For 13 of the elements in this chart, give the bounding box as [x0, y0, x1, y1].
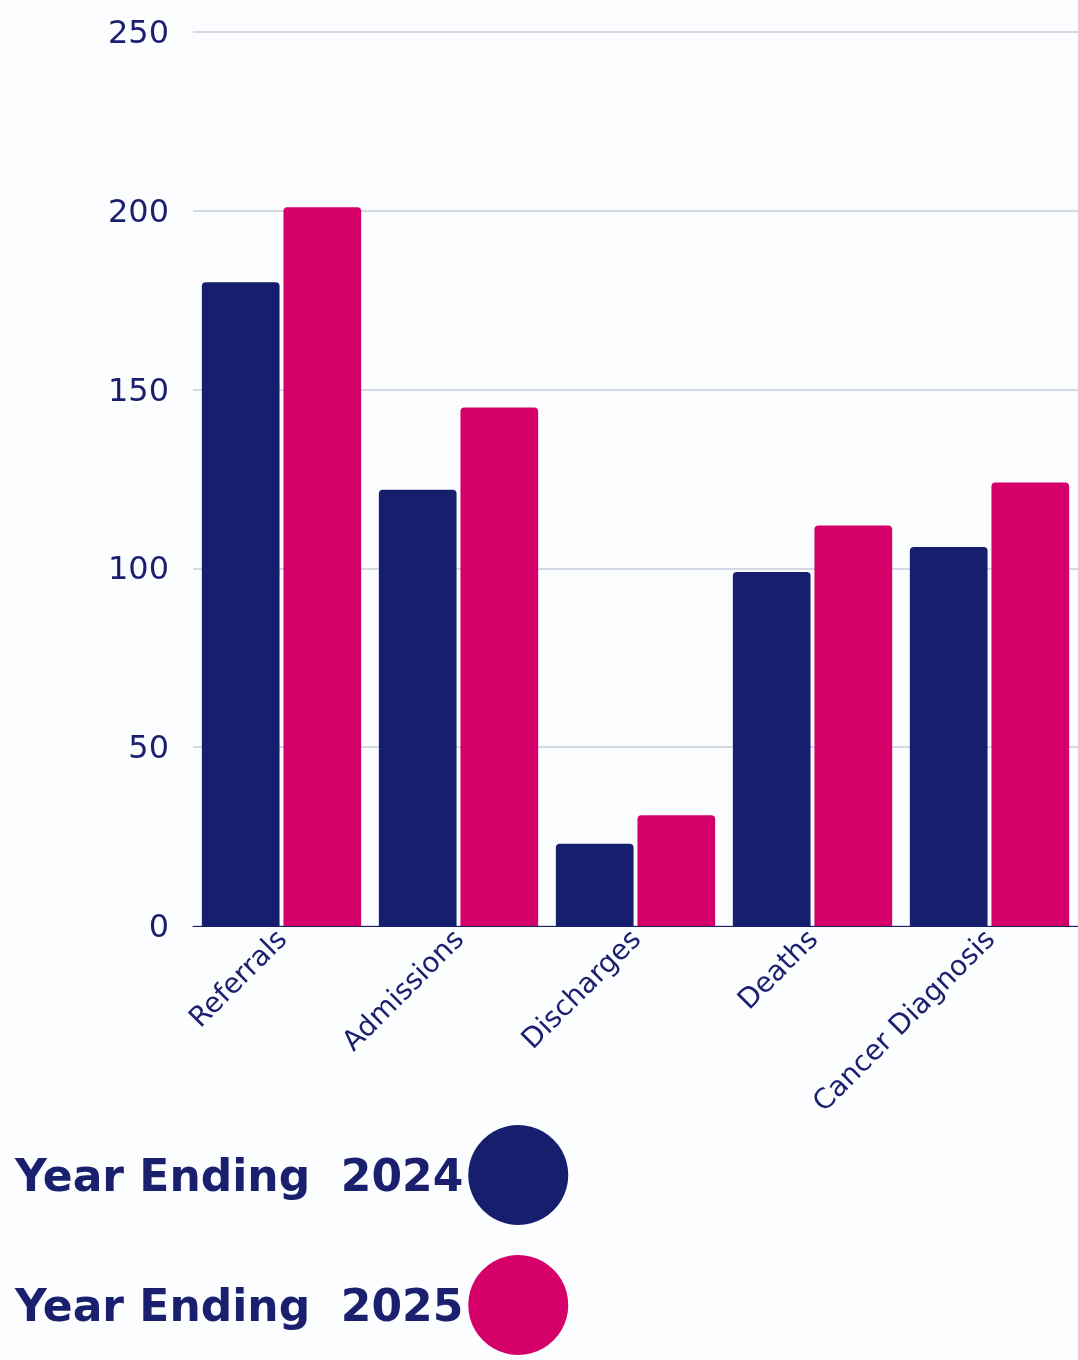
bar: [460, 407, 539, 926]
legend-label: Year Ending 2024: [14, 1149, 464, 1201]
y-tick-label: 50: [128, 728, 169, 767]
y-tick-label: 200: [107, 191, 169, 230]
legend-label: Year Ending 2025: [14, 1279, 464, 1331]
y-tick-label: 0: [148, 907, 169, 945]
bar: [637, 815, 716, 926]
bar: [283, 207, 362, 926]
y-tick-label: 150: [107, 370, 169, 409]
y-tick-label: 100: [107, 549, 169, 588]
bar: [991, 482, 1070, 926]
bar: [814, 525, 893, 926]
y-tick-label: 250: [107, 13, 169, 51]
